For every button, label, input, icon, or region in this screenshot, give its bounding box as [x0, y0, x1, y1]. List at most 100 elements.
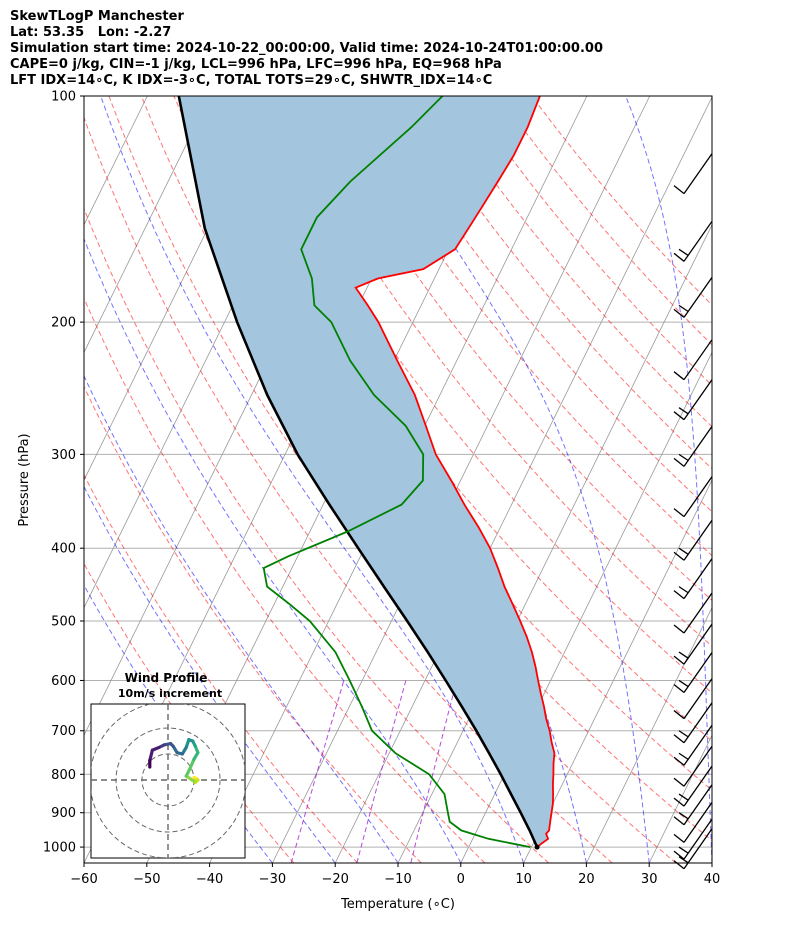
isotherm-line	[648, 734, 712, 863]
x-tick-label: 10	[515, 872, 532, 887]
wind-barb	[673, 153, 713, 195]
time-line: Simulation start time: 2024-10-22_00:00:…	[10, 41, 603, 56]
wind-barb	[673, 765, 713, 807]
wind-barb	[673, 425, 713, 467]
hodograph-title: Wind Profile	[125, 671, 208, 685]
y-axis-label: Pressure (hPa)	[17, 433, 32, 526]
wind-barb	[673, 724, 713, 766]
barb-flag	[678, 679, 689, 687]
x-tick-label: 30	[641, 872, 658, 887]
barb-staff	[683, 558, 713, 599]
barb-flag	[678, 407, 689, 415]
x-tick-label: −20	[321, 872, 348, 887]
isotherm-line	[272, 96, 651, 863]
hodograph-inset: Wind Profile 10m/s increment	[90, 671, 246, 859]
isotherm-line	[775, 96, 794, 863]
wind-barb	[673, 220, 713, 262]
barb-flag	[678, 793, 689, 801]
barb-staff	[683, 623, 713, 665]
barb-flag	[678, 453, 689, 461]
dry-adiabat	[336, 96, 712, 557]
isotherm-line	[334, 96, 712, 863]
isotherm-line	[711, 862, 712, 863]
barb-flag	[673, 860, 685, 870]
barb-flag	[673, 624, 685, 634]
barb-staff	[683, 425, 713, 467]
barb-staff	[683, 476, 713, 518]
background-lines	[84, 96, 794, 863]
wind-barb	[673, 558, 713, 600]
barb-staff	[683, 724, 713, 766]
y-tick-label: 1000	[43, 841, 76, 856]
barb-flag	[673, 655, 685, 665]
dry-adiabat	[271, 96, 712, 647]
barb-flag	[678, 752, 689, 760]
y-tick-label: 900	[51, 806, 76, 821]
temperature-profile-line	[354, 96, 556, 848]
wind-barb	[673, 592, 713, 634]
wind-barb	[673, 702, 713, 744]
barb-flag	[673, 850, 685, 860]
profile-layer	[177, 96, 556, 850]
barb-staff	[683, 702, 713, 744]
y-tick-label: 200	[51, 316, 76, 331]
barb-flag	[678, 586, 689, 594]
dry-adiabat	[84, 297, 486, 863]
y-tick-label: 500	[51, 614, 76, 629]
barb-flag	[673, 710, 685, 720]
wind-barb	[673, 784, 713, 826]
barb-flag	[673, 756, 685, 766]
dry-adiabat	[84, 207, 549, 863]
barb-flag	[673, 816, 685, 826]
barb-staff	[683, 765, 713, 807]
barb-staff	[683, 828, 713, 870]
isotherm-line	[84, 96, 211, 354]
wind-barb	[673, 745, 713, 787]
axes: −60 −50 −40 −30 −20 −10 0 10 20 30 40 1000 900 800 700…	[43, 90, 720, 888]
wind-barb	[673, 678, 713, 720]
barb-flag	[673, 457, 685, 467]
dry-adiabat	[108, 96, 677, 863]
barb-flag	[678, 248, 689, 256]
wind-barb	[673, 476, 713, 518]
barb-staff	[683, 678, 713, 719]
barb-staff	[683, 784, 713, 826]
wind-barb	[673, 828, 713, 870]
barb-flag	[673, 777, 685, 787]
mixing-ratio-line	[356, 680, 407, 863]
stability-line: CAPE=0 j/kg, CIN=-1 j/kg, LCL=996 hPa, L…	[10, 57, 502, 72]
barb-staff	[683, 592, 713, 634]
wind-barb	[673, 519, 713, 561]
x-tick-label: 20	[578, 872, 595, 887]
wind-barb	[673, 801, 713, 843]
chart-title: SkewTLogP Manchester	[10, 9, 184, 24]
barb-staff	[683, 220, 713, 262]
title-block: SkewTLogP Manchester Lat: 53.35 Lon: -2.…	[10, 9, 603, 89]
barb-staff	[683, 801, 713, 843]
barb-flag	[678, 846, 689, 854]
barb-flag	[673, 797, 685, 807]
x-axis-label: Temperature (∘C)	[340, 897, 455, 912]
moist-adiabat	[84, 374, 399, 863]
barb-flag	[673, 590, 685, 600]
barb-flag	[673, 308, 685, 318]
y-tick-label: 300	[51, 448, 76, 463]
y-tick-label: 400	[51, 542, 76, 557]
wind-barb	[673, 276, 713, 318]
dewpoint-profile-line	[262, 96, 531, 848]
barb-flag	[673, 185, 685, 195]
hodograph-segment	[188, 757, 196, 770]
barb-flag	[678, 730, 689, 738]
barb-staff	[683, 745, 713, 787]
y-tick-label: 600	[51, 674, 76, 689]
isotherm-line	[586, 606, 712, 863]
x-tick-label: 40	[704, 872, 721, 887]
hodograph-plot	[91, 704, 245, 858]
moist-adiabat	[625, 96, 712, 863]
dry-adiabat	[84, 116, 613, 863]
hodograph-subtitle: 10m/s increment	[118, 687, 222, 700]
isotherm-line	[523, 479, 712, 863]
parcel-profile-line	[177, 96, 539, 848]
wind-barb	[673, 623, 713, 665]
dry-adiabat	[84, 473, 358, 863]
